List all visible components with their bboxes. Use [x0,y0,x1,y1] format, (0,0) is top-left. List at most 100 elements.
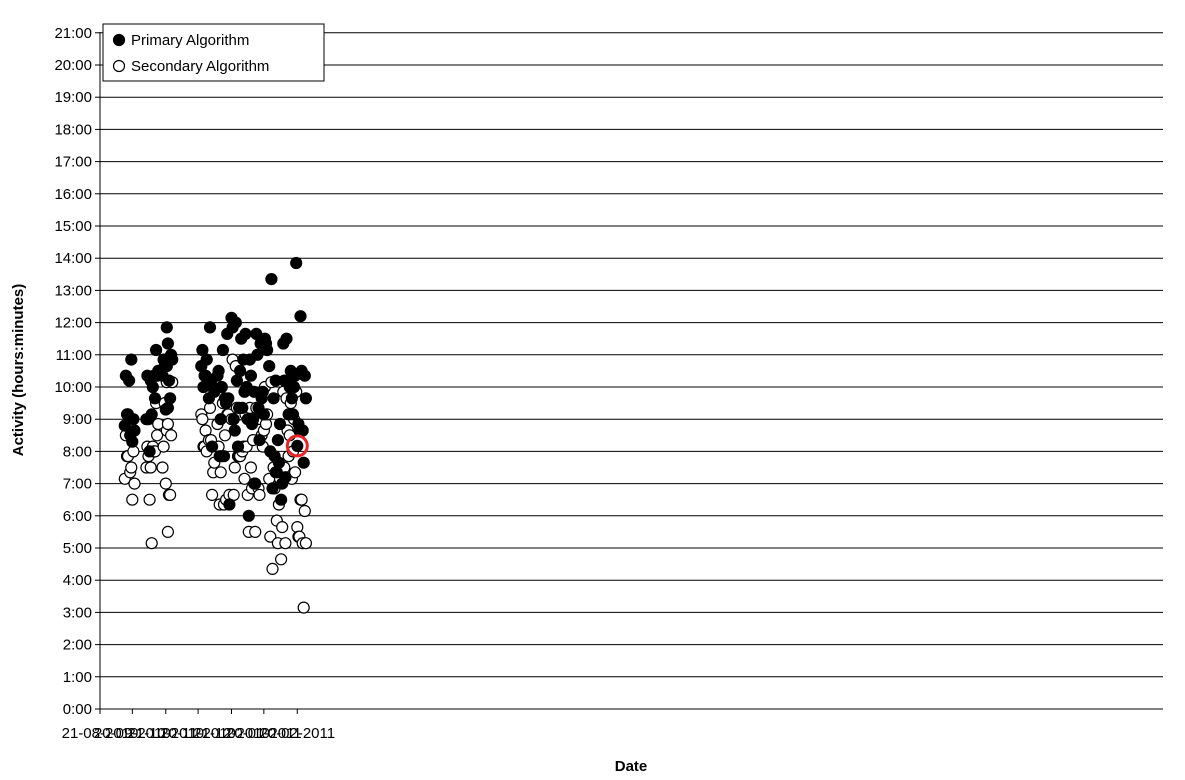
secondary-point [206,488,219,501]
legend-secondary-label: Secondary Algorithm [131,58,269,75]
secondary-point [289,466,302,479]
secondary-point [297,601,310,614]
secondary-point [145,537,158,550]
primary-point [126,435,139,448]
y-tick-label: 1:00 [63,669,92,686]
secondary-point [159,477,172,490]
secondary-point [157,440,170,453]
primary-point [279,471,292,484]
secondary-point [228,461,241,474]
primary-point [265,273,278,286]
secondary-point [299,537,312,550]
primary-point [123,374,136,387]
primary-point [125,353,138,366]
x-tick-label: 21-12-2010 [193,725,270,742]
y-tick-label: 16:00 [54,186,92,203]
primary-point [234,364,247,377]
y-tick-label: 7:00 [63,476,92,493]
secondary-point [218,429,232,442]
primary-point [298,369,311,382]
y-tick-label: 20:00 [54,57,92,74]
primary-point [247,413,260,426]
primary-point [251,348,264,361]
x-tick-label: 20-02-2011 [259,725,335,742]
y-tick-label: 10:00 [54,379,92,396]
primary-point [166,353,179,366]
primary-point [273,417,287,431]
secondary-point [156,461,169,474]
primary-point [161,337,174,350]
y-tick-label: 11:00 [56,347,92,364]
secondary-point [214,466,227,479]
primary-point [200,353,213,366]
primary-point [162,374,176,387]
primary-point [297,456,310,469]
primary-point [206,440,219,453]
secondary-point [249,525,262,539]
y-tick-label: 15:00 [54,218,92,235]
y-tick-label: 2:00 [63,637,92,654]
y-tick-label: 13:00 [54,282,92,299]
secondary-point [165,429,178,442]
primary-point [215,380,228,394]
primary-point [150,343,163,357]
legend-primary-marker [112,33,126,47]
primary-point [242,509,255,522]
x-axis-ticks: 21-08-201020-09-201021-10-201020-11-2010… [62,709,335,742]
x-tick-label: 21-10-2010 [127,725,204,742]
y-tick-label: 9:00 [63,411,92,428]
y-tick-label: 0:00 [63,701,92,718]
primary-point [228,424,241,437]
primary-point [257,408,270,421]
secondary-point [295,493,308,506]
primary-point [128,424,141,437]
primary-point [286,408,300,421]
y-tick-label: 5:00 [63,540,92,557]
primary-point [280,332,293,345]
x-tick-label: 20-01-2011 [226,725,302,742]
legend-secondary-marker [112,59,126,73]
secondary-point [276,520,289,534]
primary-point [275,493,288,506]
primary-point [216,343,229,357]
highlight-ring [285,434,309,458]
secondary-point [164,488,177,501]
secondary-point [125,461,138,474]
y-tick-label: 18:00 [54,121,92,138]
primary-point [217,450,231,463]
secondary-point [144,461,157,474]
y-tick-label: 6:00 [63,508,92,525]
secondary-point [298,504,311,518]
y-tick-label: 3:00 [63,604,92,621]
y-axis-ticks: 0:00 1:00 2:00 3:00 4:00 5:00 6:00 7:00 8:00 9:00… [54,25,100,718]
primary-point [145,408,158,421]
primary-point [244,369,257,382]
primary-point [294,310,307,323]
secondary-point [238,472,251,485]
y-tick-label: 12:00 [54,315,92,332]
primary-point [287,380,301,394]
secondary-point [266,562,279,576]
secondary-point [126,493,139,506]
secondary-point [143,493,156,506]
y-tick-label: 8:00 [63,443,92,460]
legend-primary-label: Primary Algorithm [131,32,249,49]
primary-point [253,434,266,447]
y-axis-title: Activity (hours:minutes) [10,284,27,457]
series-primary-algorithm [118,256,312,522]
primary-point [164,392,177,405]
secondary-point [275,553,288,566]
primary-point [203,321,217,334]
primary-point [214,413,227,426]
primary-point [148,392,162,405]
y-tick-label: 21:00 [54,25,92,42]
y-tick-label: 4:00 [63,572,92,589]
primary-point [146,380,159,394]
primary-point [127,413,140,426]
primary-point [291,439,304,452]
primary-point [261,343,274,357]
primary-point [249,477,262,490]
primary-point [227,413,240,426]
primary-point [229,316,242,329]
x-tick-label: 20-11-2010 [160,725,236,742]
